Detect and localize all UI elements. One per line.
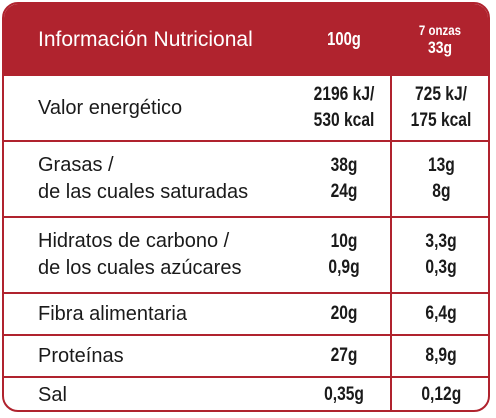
row-label-line: Sal [38,383,67,406]
value-line: 0,12g [421,384,461,405]
row-label-line: Fibra alimentaria [38,302,187,325]
table-row-fibre: Fibra alimentaria 20g 6,4g [4,292,488,334]
row-label-line: Proteínas [38,344,124,367]
value-100g: 27g [308,336,380,376]
value-portion: 725 kJ/ 175 kcal [390,76,488,140]
value-line: 0,35g [324,384,364,405]
value-line: 8g [431,181,451,202]
table-row-energy: Valor energético 2196 kJ/ 530 kcal 725 k… [4,74,488,140]
value-line: 13g [427,155,455,176]
value-line: 6,4g [425,303,457,324]
value-portion: 8,9g [390,336,488,376]
column-header-100g: 100g [308,4,380,74]
value-100g: 38g 24g [308,142,380,216]
value-line: 2196 kJ/ [313,84,375,105]
row-label: Sal [4,378,300,410]
row-label: Grasas / de las cuales saturadas [4,142,300,216]
value-line: 8,9g [425,345,457,366]
row-label: Fibra alimentaria [4,294,300,334]
row-label-line: Valor energético [38,96,183,119]
value-line: 0,9g [328,257,360,278]
value-100g: 2196 kJ/ 530 kcal [308,76,380,140]
row-label: Proteínas [4,336,300,376]
value-line: 725 kJ/ [415,84,467,105]
value-line: 24g [330,181,358,202]
row-label-line: Hidratos de carbono / [38,230,230,252]
row-label: Hidratos de carbono / de los cuales azúc… [4,218,300,292]
table-row-protein: Proteínas 27g 8,9g [4,334,488,376]
value-portion: 13g 8g [390,142,488,216]
value-portion: 6,4g [390,294,488,334]
table-row-salt: Sal 0,35g 0,12g [4,376,488,410]
row-label: Valor energético [4,76,300,140]
row-label-line: Grasas / [38,154,114,176]
value-100g: 20g [308,294,380,334]
value-line: 0,3g [425,257,457,278]
table-row-carbohydrates: Hidratos de carbono / de los cuales azúc… [4,216,488,292]
value-line: 27g [330,345,358,366]
value-line: 3,3g [425,231,457,252]
value-line: 175 kcal [410,110,472,131]
value-portion: 3,3g 0,3g [390,218,488,292]
table-title: Información Nutricional [38,27,253,51]
value-line: 530 kcal [313,110,375,131]
column-header-portion: 7 onzas 33g [399,4,481,74]
nutrition-table: Información Nutricional 100g 7 onzas 33g… [2,2,490,412]
row-label-line: de los cuales azúcares [38,257,242,279]
value-line: 20g [330,303,358,324]
value-line: 10g [330,231,358,252]
column-header-portion-line2: 33g [427,38,453,57]
table-row-fat: Grasas / de las cuales saturadas 38g 24g… [4,140,488,216]
row-label-line: de las cuales saturadas [38,181,249,203]
column-header-100g-label: 100g [327,29,361,49]
value-100g: 0,35g [308,378,380,410]
column-header-portion-line1: 7 onzas [418,22,462,38]
value-portion: 0,12g [390,378,488,410]
value-line: 38g [330,155,358,176]
table-header: Información Nutricional 100g 7 onzas 33g [4,4,488,74]
value-100g: 10g 0,9g [308,218,380,292]
